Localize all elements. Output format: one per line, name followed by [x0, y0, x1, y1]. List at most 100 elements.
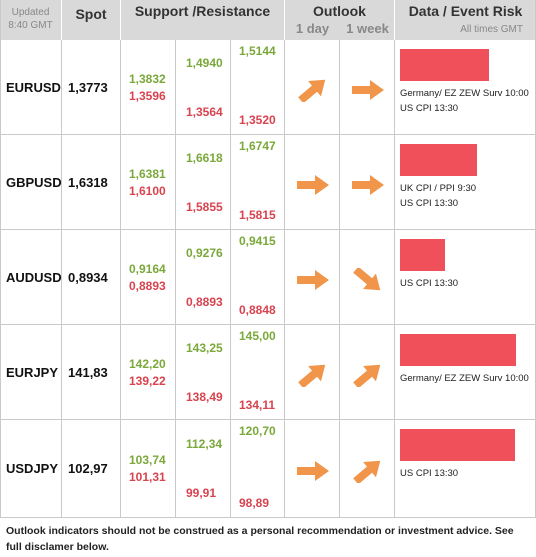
- outlook-heading: Outlook: [313, 3, 366, 19]
- outlook-week-cell: [340, 325, 395, 419]
- arrow-right-icon: [295, 268, 331, 292]
- level-3-cell: 1,6747 1,5815: [231, 135, 285, 229]
- risk-bar: [400, 334, 516, 366]
- risk-bar: [400, 239, 445, 271]
- arrow-down-icon: [350, 266, 386, 292]
- pair-cell: GBPUSD: [0, 135, 62, 229]
- level-2-resistance: 1,6618: [186, 151, 223, 165]
- level-2-support: 1,3564: [186, 105, 223, 119]
- outlook-week-cell: [340, 230, 395, 324]
- spot-cell: 141,83: [62, 325, 121, 419]
- level-3-resistance: 120,70: [239, 424, 276, 438]
- level-1-resistance: 1,6381: [129, 167, 166, 181]
- arrow-right-icon: [295, 459, 331, 483]
- event-text: Germany/ EZ ZEW Surv 10:00: [400, 88, 529, 99]
- header-spot: Spot: [62, 0, 121, 40]
- outlook-week-cell: [340, 40, 395, 134]
- level-2-support: 138,49: [186, 390, 223, 404]
- arrow-up-icon: [350, 459, 386, 485]
- outlook-day-cell: [285, 135, 340, 229]
- level-1-cell: 1,3832 1,3596: [121, 40, 176, 134]
- event-text: US CPI 13:30: [400, 103, 459, 114]
- disclaimer: Outlook indicators should not be constru…: [6, 525, 514, 553]
- event-risk-cell: Germany/ EZ ZEW Surv 10:00: [395, 325, 536, 419]
- level-3-resistance: 0,9415: [239, 234, 276, 248]
- level-1-support: 0,8893: [129, 279, 166, 293]
- level-3-cell: 145,00 134,11: [231, 325, 285, 419]
- table-row: USDJPY 102,97 103,74 101,31 112,34 99,91 120,7…: [0, 420, 536, 518]
- level-2-cell: 112,34 99,91: [176, 420, 231, 517]
- table-row: GBPUSD 1,6318 1,6381 1,6100 1,6618 1,5855 1,67…: [0, 135, 536, 230]
- level-3-support: 0,8848: [239, 303, 276, 317]
- level-2-support: 99,91: [186, 486, 217, 500]
- level-3-support: 1,5815: [239, 208, 276, 222]
- level-1-support: 1,3596: [129, 89, 166, 103]
- level-1-resistance: 0,9164: [129, 262, 166, 276]
- spot-heading: Spot: [75, 6, 107, 22]
- arrow-up-icon: [350, 363, 386, 389]
- outlook-week-heading: 1 week: [346, 21, 389, 36]
- event-risk-cell: Germany/ EZ ZEW Surv 10:00 US CPI 13:30: [395, 40, 536, 134]
- level-1-resistance: 103,74: [129, 453, 166, 467]
- risk-bar: [400, 429, 515, 461]
- outlook-day-cell: [285, 40, 340, 134]
- pair-name: EURUSD: [6, 80, 61, 95]
- level-2-resistance: 0,9276: [186, 246, 223, 260]
- sr-heading: Support /Resistance: [134, 3, 271, 19]
- level-1-support: 101,31: [129, 470, 166, 484]
- forex-table: Updated 8:40 GMT Spot Support /Resistanc…: [0, 0, 536, 518]
- arrow-up-icon: [295, 363, 331, 389]
- arrow-right-icon: [350, 173, 386, 197]
- updated-label: Updated: [11, 7, 50, 18]
- risk-bar: [400, 144, 477, 176]
- level-1-support: 1,6100: [129, 184, 166, 198]
- level-1-support: 139,22: [129, 374, 166, 388]
- times-note: All times GMT: [460, 24, 523, 35]
- event-text: US CPI 13:30: [400, 468, 459, 479]
- outlook-day-cell: [285, 230, 340, 324]
- outlook-day-heading: 1 day: [295, 21, 330, 36]
- level-3-cell: 1,5144 1,3520: [231, 40, 285, 134]
- risk-bar: [400, 49, 489, 81]
- table-row: EURJPY 141,83 142,20 139,22 143,25 138,49 145,…: [0, 325, 536, 420]
- event-text: UK CPI / PPI 9:30: [400, 183, 477, 194]
- updated-time: 8:40 GMT: [8, 20, 53, 31]
- level-1-cell: 1,6381 1,6100: [121, 135, 176, 229]
- level-3-cell: 120,70 98,89: [231, 420, 285, 517]
- outlook-week-cell: [340, 135, 395, 229]
- spot-value: 0,8934: [68, 270, 108, 285]
- pair-cell: EURUSD: [0, 40, 62, 134]
- spot-value: 102,97: [68, 461, 108, 476]
- level-2-resistance: 143,25: [186, 341, 223, 355]
- level-3-resistance: 145,00: [239, 329, 276, 343]
- level-3-resistance: 1,5144: [239, 44, 276, 58]
- pair-name: GBPUSD: [6, 175, 62, 190]
- level-1-cell: 142,20 139,22: [121, 325, 176, 419]
- level-2-cell: 1,6618 1,5855: [176, 135, 231, 229]
- header-updated: Updated 8:40 GMT: [0, 0, 62, 40]
- level-2-resistance: 1,4940: [186, 56, 223, 70]
- level-2-cell: 1,4940 1,3564: [176, 40, 231, 134]
- pair-name: USDJPY: [6, 461, 59, 476]
- pair-cell: EURJPY: [0, 325, 62, 419]
- level-3-resistance: 1,6747: [239, 139, 276, 153]
- outlook-day-cell: [285, 420, 340, 517]
- event-risk-cell: UK CPI / PPI 9:30 US CPI 13:30: [395, 135, 536, 229]
- level-3-cell: 0,9415 0,8848: [231, 230, 285, 324]
- event-text: US CPI 13:30: [400, 198, 459, 209]
- table-row: EURUSD 1,3773 1,3832 1,3596 1,4940 1,3564 1,51…: [0, 40, 536, 135]
- pair-name: AUDUSD: [6, 270, 62, 285]
- event-text: US CPI 13:30: [400, 278, 459, 289]
- level-3-support: 1,3520: [239, 113, 276, 127]
- level-2-cell: 0,9276 0,8893: [176, 230, 231, 324]
- arrow-up-icon: [295, 78, 331, 104]
- spot-cell: 102,97: [62, 420, 121, 517]
- level-1-resistance: 142,20: [129, 357, 166, 371]
- header-outlook: Outlook 1 day 1 week: [285, 0, 395, 40]
- event-risk-cell: US CPI 13:30: [395, 420, 536, 517]
- pair-cell: USDJPY: [0, 420, 62, 517]
- level-2-resistance: 112,34: [186, 437, 223, 451]
- event-text: Germany/ EZ ZEW Surv 10:00: [400, 373, 529, 384]
- level-2-cell: 143,25 138,49: [176, 325, 231, 419]
- level-2-support: 1,5855: [186, 200, 223, 214]
